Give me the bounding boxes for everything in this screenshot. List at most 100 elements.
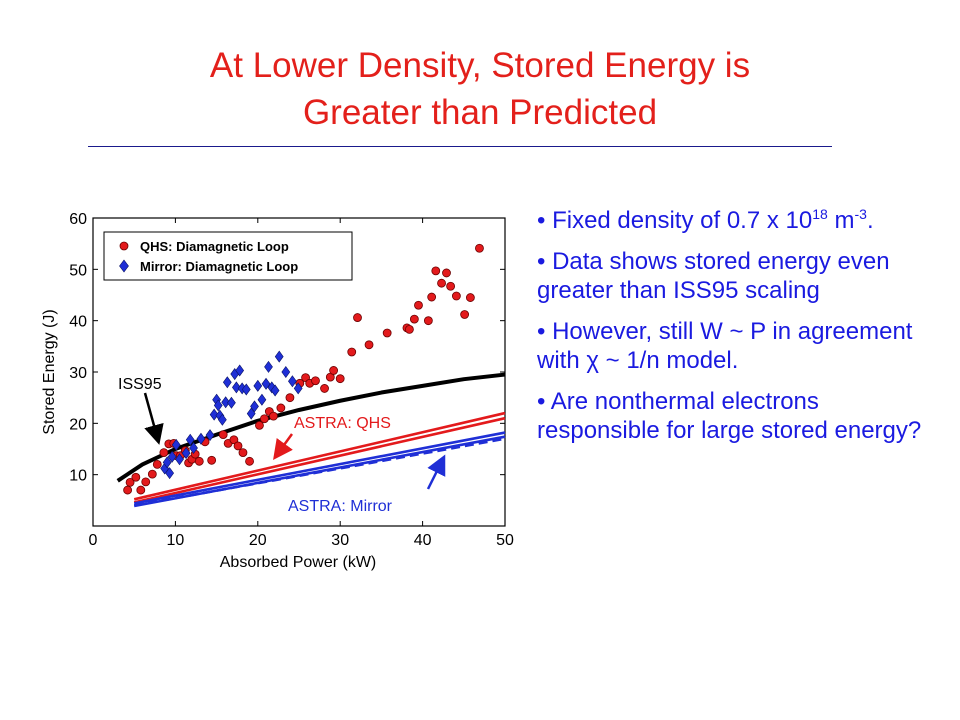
qhs-point: [353, 313, 362, 322]
astra-mirror-arrow: [426, 454, 446, 490]
x-tick-label: 20: [249, 532, 267, 549]
qhs-point: [437, 278, 446, 288]
x-tick-label: 0: [89, 532, 98, 549]
stored-energy-chart: 0 10 20 30 40 50 10 20 30 40 50 60 QHS: Diamagnetic…: [41, 211, 514, 571]
legend-marker-qhs: [119, 241, 129, 251]
bullet-1-unit-exponent: -3: [854, 206, 867, 222]
mirror-point: [253, 379, 263, 392]
title-underline: [88, 146, 832, 147]
qhs-point: [431, 266, 441, 276]
bullet-4: • Are nonthermal electrons responsible f…: [537, 388, 922, 444]
mirror-point: [217, 413, 227, 426]
mirror-point: [288, 375, 297, 388]
bullet-2: • Data shows stored energy even greater …: [537, 248, 890, 304]
qhs-point: [311, 376, 320, 386]
mirror-point: [196, 432, 206, 445]
qhs-point: [382, 328, 392, 338]
astra-qhs-label: ASTRA: QHS: [294, 415, 391, 432]
qhs-point: [285, 393, 295, 403]
qhs-point: [207, 455, 217, 465]
astra-qhs-line: [133, 411, 506, 501]
qhs-point: [218, 430, 228, 440]
qhs-point: [446, 281, 456, 291]
mirror-point: [205, 429, 215, 442]
series-lines: [116, 372, 506, 508]
mirror-point: [235, 364, 245, 377]
mirror-point: [257, 393, 267, 406]
qhs-point: [276, 403, 286, 413]
qhs-point: [131, 472, 141, 482]
mirror-point: [221, 396, 231, 409]
qhs-point: [409, 314, 419, 324]
qhs-point: [451, 291, 461, 301]
slide-title: At Lower Density, Stored Energy is Great…: [0, 42, 960, 136]
qhs-point: [460, 310, 470, 319]
bullet-1-text: Fixed density of 0.7 x 10: [552, 207, 813, 234]
qhs-point: [194, 456, 204, 466]
mirror-point: [264, 360, 273, 373]
qhs-point: [123, 485, 133, 495]
bullet-1: • Fixed density of 0.7 x 1018 m-3.: [537, 206, 874, 234]
x-tick-label: 30: [331, 532, 349, 549]
qhs-point: [245, 456, 254, 466]
qhs-point: [229, 435, 239, 445]
bullet-3-end: ~ 1/n model.: [598, 347, 739, 374]
title-line-1: At Lower Density, Stored Energy is: [209, 46, 751, 85]
qhs-point: [414, 300, 423, 310]
astra-qhs-line: [133, 416, 506, 504]
legend-box: [103, 231, 353, 281]
x-axis-label: Absorbed Power (kW): [220, 554, 377, 571]
mirror-point: [293, 382, 303, 395]
x-tick-label: 10: [167, 532, 185, 549]
qhs-point: [475, 243, 484, 253]
qhs-point: [238, 448, 248, 457]
x-tick-label: 40: [414, 532, 432, 549]
mirror-point: [222, 376, 232, 389]
qhs-point: [465, 293, 475, 302]
qhs-point: [320, 384, 329, 393]
mirror-point: [227, 396, 236, 409]
qhs-point: [364, 340, 374, 350]
mirror-point: [181, 447, 191, 460]
mirror-point: [167, 450, 177, 463]
qhs-point: [442, 268, 451, 278]
bullet-3: • However, still W ~ P in agreement with…: [537, 318, 913, 374]
mirror-point: [241, 383, 251, 396]
iss95-arrow: [143, 392, 164, 445]
y-tick-label: 20: [69, 416, 87, 433]
y-tick-label: 40: [69, 314, 87, 331]
mirror-point: [270, 384, 280, 397]
astra-mirror-line: [133, 437, 506, 507]
y-tick-label: 30: [69, 365, 87, 382]
mirror-point: [209, 408, 219, 421]
astra-mirror-label: ASTRA: Mirror: [288, 498, 393, 515]
qhs-point: [423, 316, 433, 326]
qhs-point: [405, 324, 414, 334]
qhs-point: [329, 366, 339, 375]
iss95-label: ISS95: [118, 376, 162, 393]
y-tick-label: 50: [69, 262, 87, 279]
y-tick-label: 10: [69, 468, 87, 485]
bullet-1-exponent: 18: [812, 206, 828, 222]
series-points: [123, 243, 484, 495]
mirror-point: [165, 467, 175, 480]
mirror-point: [171, 438, 181, 451]
qhs-point: [159, 448, 169, 457]
qhs-point: [427, 292, 437, 302]
x-tick-label: 50: [496, 532, 514, 549]
qhs-point: [347, 347, 357, 357]
mirror-point: [185, 433, 195, 446]
qhs-point: [259, 414, 269, 424]
mirror-point: [246, 407, 256, 420]
y-tick-label: 60: [69, 211, 87, 228]
mirror-point: [162, 456, 172, 469]
legend-marker-mirror: [119, 259, 129, 273]
qhs-point: [335, 374, 345, 384]
legend: QHS: Diamagnetic Loop Mirror: Diamagneti…: [103, 231, 353, 281]
qhs-point: [147, 469, 157, 479]
bullet-1-end: .: [866, 207, 874, 234]
qhs-point: [141, 477, 151, 487]
mirror-point: [213, 399, 223, 412]
mirror-point: [189, 441, 198, 454]
qhs-point: [125, 477, 135, 487]
